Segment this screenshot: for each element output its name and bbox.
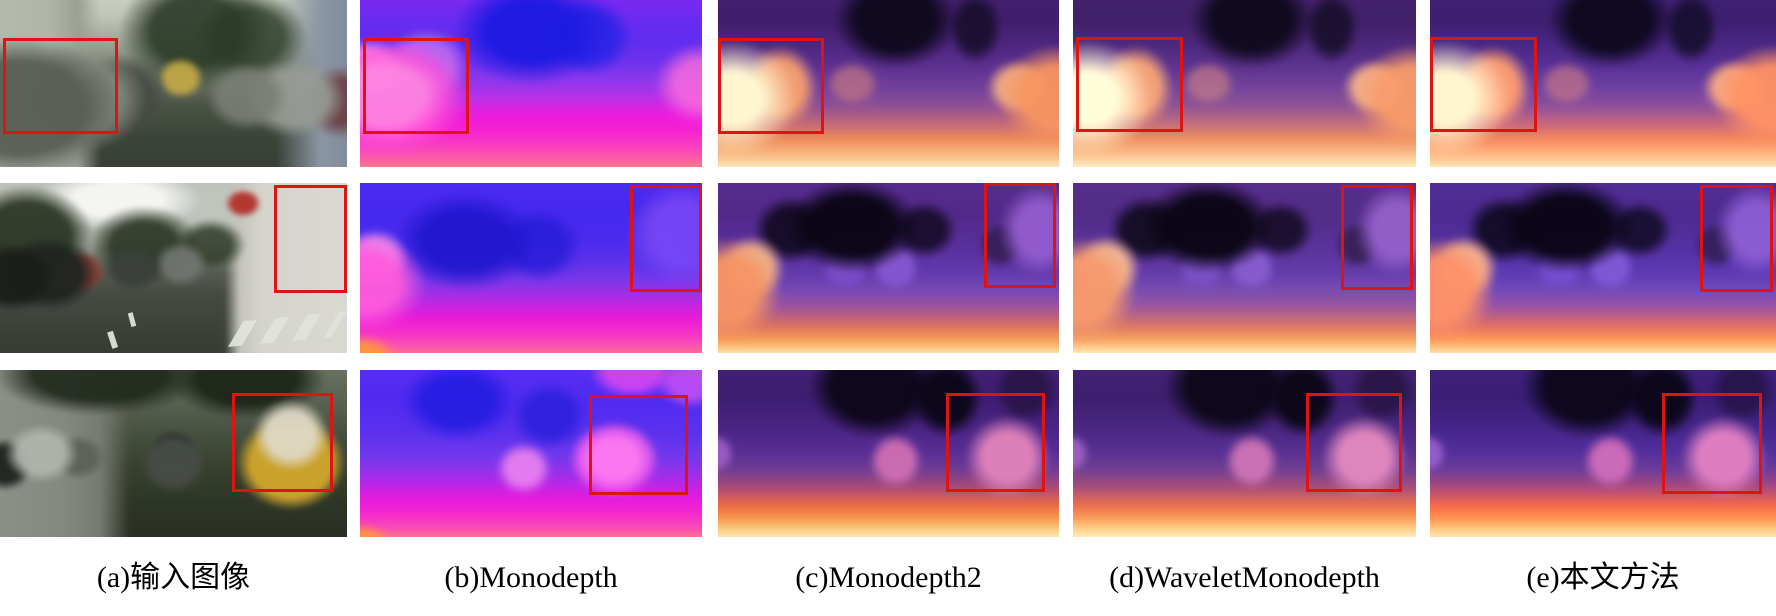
caption-ours: (e)本文方法 xyxy=(1526,561,1680,594)
depth-map-ours-row3 xyxy=(1430,370,1776,537)
highlight-box xyxy=(1076,36,1183,132)
panel-waveletmonodepth-row2 xyxy=(1073,183,1416,353)
caption-input-image: (a)输入图像 xyxy=(96,561,251,594)
panel-waveletmonodepth-row1 xyxy=(1073,0,1416,167)
panel-waveletmonodepth-row3 xyxy=(1073,370,1416,537)
depth-map-waveletmonodepth-row1 xyxy=(1073,0,1416,167)
panel-monodepth-row3 xyxy=(360,370,702,537)
depth-map-ours-row2 xyxy=(1430,183,1776,353)
highlight-box xyxy=(363,38,470,134)
depth-map-monodepth2-row1 xyxy=(718,0,1059,167)
highlight-box xyxy=(232,393,334,492)
highlight-box xyxy=(1699,184,1773,292)
highlight-box xyxy=(1340,184,1413,291)
panel-ours-row2 xyxy=(1430,183,1776,353)
depth-map-ours-row1 xyxy=(1430,0,1776,167)
depth-map-monodepth2-row2 xyxy=(718,183,1059,353)
input-photo-row1 xyxy=(0,0,347,167)
panel-ours-row1 xyxy=(1430,0,1776,167)
panel-input-row2 xyxy=(0,183,347,353)
highlight-box xyxy=(1661,393,1763,494)
depth-map-waveletmonodepth-row2 xyxy=(1073,183,1416,353)
highlight-box xyxy=(1430,36,1538,132)
highlight-box xyxy=(1306,393,1403,492)
panel-monodepth2-row3 xyxy=(718,370,1059,537)
panel-ours-row3 xyxy=(1430,370,1776,537)
depth-map-waveletmonodepth-row3 xyxy=(1073,370,1416,537)
panel-input-row1 xyxy=(0,0,347,167)
input-photo-row3 xyxy=(0,370,347,537)
highlight-box xyxy=(983,183,1056,289)
panel-monodepth2-row1 xyxy=(718,0,1059,167)
panel-input-row3 xyxy=(0,370,347,537)
panel-monodepth-row2 xyxy=(360,183,702,353)
panel-monodepth-row1 xyxy=(360,0,702,167)
highlight-box xyxy=(589,395,689,496)
caption-monodepth2: (c)Monodepth2 xyxy=(795,561,982,594)
caption-monodepth: (b)Monodepth xyxy=(444,561,618,594)
caption-waveletmonodepth: (d)WaveletMonodepth xyxy=(1109,561,1380,594)
depth-map-monodepth-row1 xyxy=(360,0,702,167)
depth-map-monodepth2-row3 xyxy=(718,370,1059,537)
highlight-box xyxy=(3,38,118,134)
depth-map-monodepth-row2 xyxy=(360,183,702,353)
highlight-box xyxy=(274,184,347,294)
highlight-box xyxy=(946,393,1046,492)
highlight-box xyxy=(630,184,702,292)
highlight-box xyxy=(718,38,824,134)
panel-monodepth2-row2 xyxy=(718,183,1059,353)
